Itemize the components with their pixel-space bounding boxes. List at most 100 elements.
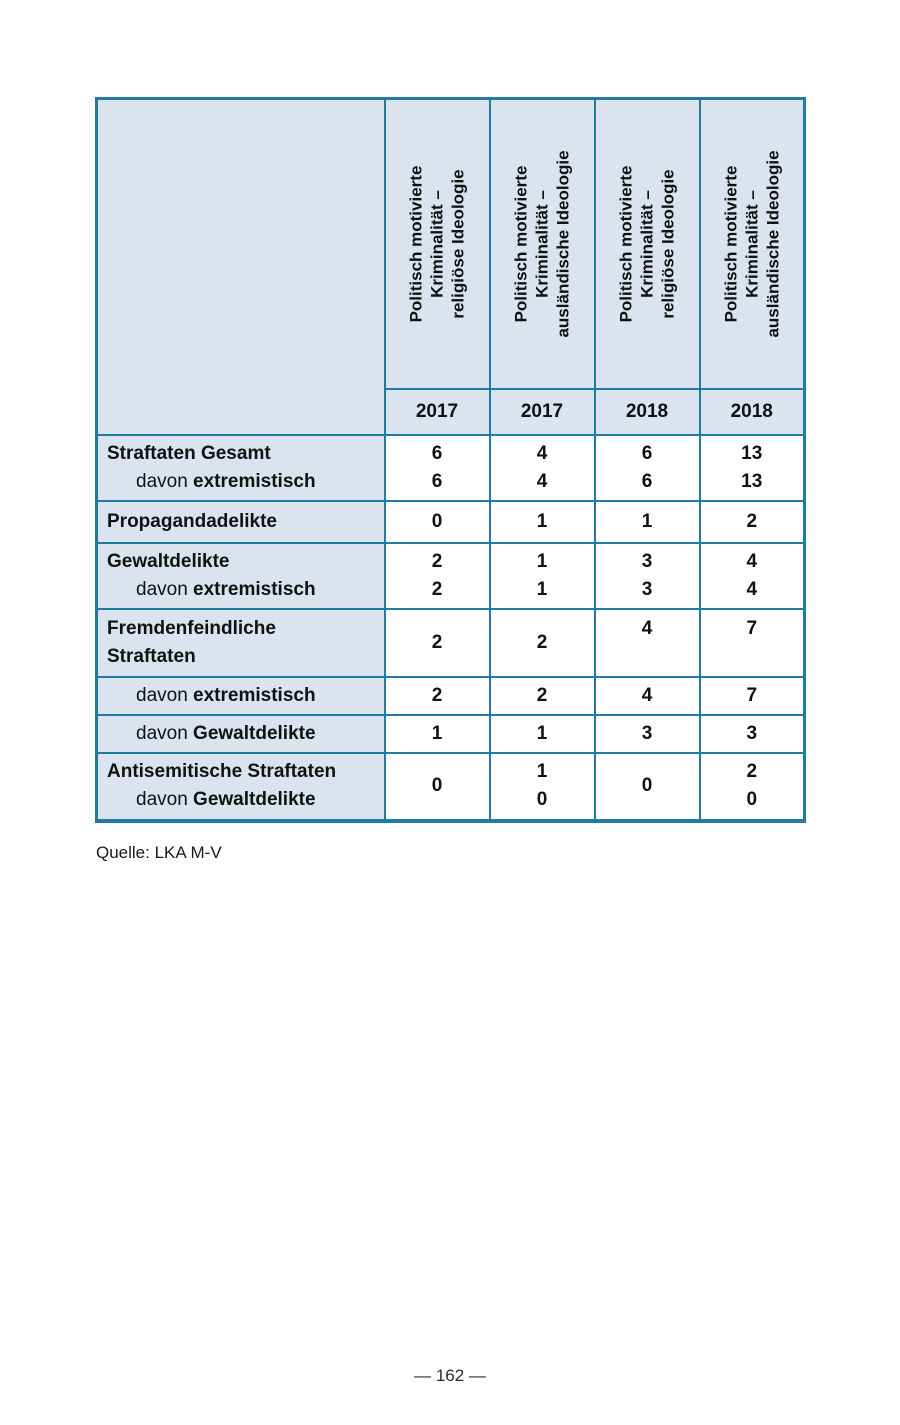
row-label-cell: davon Gewaltdelikte: [95, 713, 386, 754]
value: 1: [431, 722, 443, 744]
label-prefix: davon: [136, 722, 194, 744]
label-text: Propagandadelikte: [107, 510, 277, 532]
header-line: ausländische Ideologie: [553, 150, 573, 338]
value-cell: 2 2: [383, 541, 491, 610]
row-label-cell: Antisemitische Straftaten davon Gewaltde…: [95, 751, 386, 822]
value: 6: [431, 442, 443, 464]
value: 1: [536, 510, 548, 532]
label-prefix: davon: [136, 684, 194, 706]
value: 13: [741, 442, 763, 464]
header-line: Politisch motivierte: [406, 165, 426, 323]
value-cell: 1: [383, 713, 491, 754]
value: 2: [431, 578, 443, 600]
label-text: Gewaltdelikte: [193, 722, 316, 744]
value: 2: [746, 510, 758, 532]
vertical-header-text: Politisch motivierte Kriminalität – reli…: [406, 101, 469, 387]
value-cell: 0: [383, 751, 491, 822]
value-cell: 13 13: [698, 433, 806, 502]
value: 2: [536, 631, 548, 653]
label-prefix: davon: [136, 789, 194, 810]
value: 2: [431, 550, 443, 572]
value-cell: 0: [593, 751, 701, 822]
value: 4: [641, 684, 653, 706]
label-line: davon extremistisch: [107, 576, 378, 604]
source-note: Quelle: LKA M-V: [96, 843, 222, 862]
table-row-antisemitische-straftaten: Antisemitische Straftaten davon Gewaltde…: [95, 751, 806, 822]
value-cell: 3: [593, 713, 701, 754]
empty-corner-cell: [95, 97, 386, 436]
vertical-header-text: Politisch motivierte Kriminalität – ausl…: [511, 101, 574, 387]
vertical-header-row: Politisch motivierte Kriminalität – reli…: [95, 97, 806, 436]
label-line: Gewaltdelikte: [107, 548, 378, 576]
value: 7: [746, 684, 758, 706]
value: 4: [746, 578, 758, 600]
value-cell: 2: [488, 607, 596, 678]
value-cell: 0: [383, 499, 491, 544]
label-text: extremistisch: [193, 578, 316, 600]
value-cell: 2: [383, 675, 491, 716]
value: 2: [431, 684, 443, 706]
label-line: Fremdenfeindliche: [107, 615, 378, 643]
table-row-fremdenfeindliche-straftaten: Fremdenfeindliche Straftaten 2 2 4 7: [95, 607, 806, 678]
label-line: Propagandadelikte: [107, 508, 378, 536]
label-line: davon extremistisch: [107, 468, 378, 496]
year-cell: 2018: [593, 387, 701, 436]
value: 0: [746, 789, 758, 810]
header-line: Kriminalität –: [427, 189, 447, 298]
value: 0: [431, 775, 443, 796]
label-text: Straftaten: [107, 645, 196, 667]
page-number: — 162 —: [414, 1366, 486, 1385]
value: 1: [641, 510, 653, 532]
column-header-auslaendische-2017: Politisch motivierte Kriminalität – ausl…: [488, 97, 596, 390]
header-line: religiöse Ideologie: [448, 169, 468, 319]
row-label-cell: Straftaten Gesamt davon extremistisch: [95, 433, 386, 502]
value: 1: [536, 550, 548, 572]
year-cell: 2017: [488, 387, 596, 436]
year-cell: 2017: [383, 387, 491, 436]
header-line: Kriminalität –: [637, 189, 657, 298]
label-text: Gewaltdelikte: [193, 789, 316, 810]
value: 3: [641, 722, 653, 744]
value: 2: [746, 761, 758, 782]
label-text: Gewaltdelikte: [107, 550, 230, 572]
value: 4: [536, 442, 548, 464]
label-text: Straftaten Gesamt: [107, 442, 271, 464]
column-header-religioese-2018: Politisch motivierte Kriminalität – reli…: [593, 97, 701, 390]
row-label-cell: davon extremistisch: [95, 675, 386, 716]
value-cell: 3 3: [593, 541, 701, 610]
value: 4: [641, 617, 653, 639]
value-cell: 1: [488, 713, 596, 754]
year-header-row: 2017 2017 2018 2018: [97, 387, 806, 436]
vertical-header-text: Politisch motivierte Kriminalität – ausl…: [720, 101, 783, 387]
value: 1: [536, 578, 548, 600]
label-line: davon Gewaltdelikte: [107, 786, 378, 814]
value: 6: [431, 470, 443, 492]
value-cell: 2: [383, 607, 491, 678]
row-label-cell: Fremdenfeindliche Straftaten: [95, 607, 386, 678]
value: 0: [431, 510, 443, 532]
label-line: Straftaten Gesamt: [107, 440, 378, 468]
value: 0: [641, 775, 653, 796]
value-cell: 6 6: [383, 433, 491, 502]
header-line: Politisch motivierte: [511, 165, 531, 323]
label-line: Antisemitische Straftaten: [107, 758, 378, 786]
value-cell: 2: [698, 499, 806, 544]
value-cell: 4 4: [488, 433, 596, 502]
label-line: Straftaten: [107, 643, 378, 671]
value-cell: 1: [593, 499, 701, 544]
value: 3: [641, 578, 653, 600]
header-line: Politisch motivierte: [721, 165, 741, 323]
value-cell: 3: [698, 713, 806, 754]
table-row-davon-extremistisch: davon extremistisch 2 2 4 7: [95, 675, 806, 716]
row-label-cell: Propagandadelikte: [95, 499, 386, 544]
column-header-auslaendische-2018: Politisch motivierte Kriminalität – ausl…: [698, 97, 806, 390]
value: 0: [536, 789, 548, 810]
value: 2: [536, 684, 548, 706]
header-line: Kriminalität –: [532, 189, 552, 298]
pmk-crime-statistics-table: Politisch motivierte Kriminalität – reli…: [95, 97, 806, 823]
value-cell: 4: [593, 607, 701, 678]
label-line: davon extremistisch: [107, 682, 378, 710]
value: 4: [746, 550, 758, 572]
value: 6: [641, 470, 653, 492]
